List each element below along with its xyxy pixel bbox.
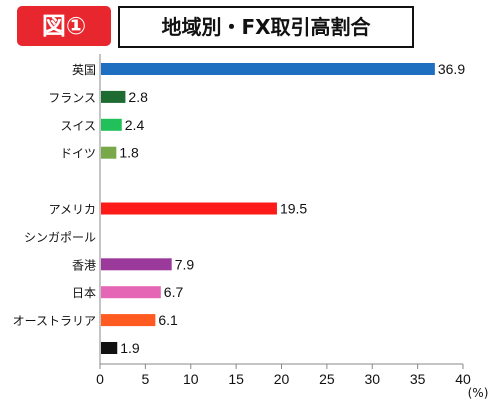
- bar: [101, 314, 156, 327]
- value-label: 6.7: [164, 284, 184, 300]
- category-label: ドイツ: [60, 147, 96, 161]
- chart-title-box: 地域別・FX取引高割合: [118, 6, 414, 48]
- bar: [101, 146, 117, 159]
- x-tick-label: 5: [141, 371, 149, 387]
- figure-badge: 図①: [17, 6, 111, 46]
- x-tick-label: 35: [410, 371, 426, 387]
- x-tick-label: 10: [183, 371, 199, 387]
- category-label: フランス: [48, 91, 96, 105]
- x-tick-label: 15: [228, 371, 244, 387]
- figure-badge-label: 図①: [41, 12, 87, 40]
- category-label: アメリカ: [49, 203, 96, 217]
- category-label: オーストラリア: [13, 314, 96, 328]
- value-label: 19.5: [280, 201, 307, 217]
- value-label: 2.8: [128, 89, 148, 105]
- x-tick-label: 25: [319, 371, 335, 387]
- bar: [101, 90, 126, 103]
- bar: [101, 342, 118, 354]
- value-label: 7.9: [175, 256, 195, 272]
- bar: [101, 118, 122, 131]
- x-tick-label: 20: [274, 371, 290, 387]
- x-axis-unit: (%): [468, 386, 489, 400]
- value-label: 36.9: [438, 61, 465, 77]
- chart-title: 地域別・FX取引高割合: [161, 15, 371, 39]
- bar: [101, 286, 161, 299]
- bar: [101, 63, 435, 75]
- value-label: 1.8: [119, 145, 139, 161]
- value-label: 1.9: [120, 340, 140, 356]
- category-label: 英国: [72, 63, 96, 77]
- category-label: 香港: [72, 258, 96, 272]
- x-tick-label: 30: [364, 371, 380, 387]
- value-label: 2.4: [125, 117, 145, 133]
- bar: [101, 202, 277, 215]
- category-label: スイス: [60, 119, 96, 133]
- category-label: シンガポール: [24, 230, 96, 244]
- value-label: 6.1: [158, 312, 178, 328]
- x-tick-label: 40: [455, 371, 471, 387]
- x-tick-label: 0: [96, 371, 104, 387]
- category-label: 日本: [72, 286, 96, 300]
- bar: [101, 258, 172, 271]
